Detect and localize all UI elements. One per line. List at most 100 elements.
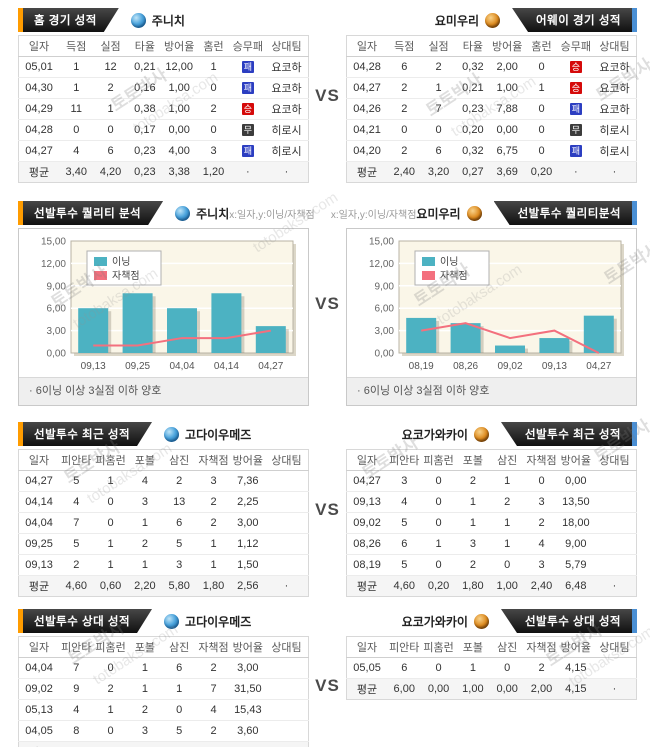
table-cell: 0,00 — [421, 678, 456, 700]
table-cell: 4 — [524, 533, 559, 555]
table-cell: 0,60 — [93, 575, 128, 597]
quality-tab-left: 선발투수 퀄리티 분석 — [23, 201, 163, 225]
table-cell — [593, 512, 637, 534]
table-row: 04,27 2 1 0,21 1,00 1 승 요코하 — [346, 77, 637, 99]
table-row: 05,01 1 12 0,21 12,00 1 패 요코하 — [18, 56, 309, 78]
table-cell: 04,28 — [18, 119, 60, 141]
column-header: 피안타 — [387, 636, 422, 658]
table-cell: 6 — [162, 512, 197, 534]
table-cell: 4 — [127, 470, 163, 492]
stats-table: 일자 피안타 피홈런 포볼 삼진 자책점 방어율 상대팀 04,04 7 0 1 6 2 3,00 09,02… — [18, 636, 309, 747]
table-cell: 4,00 — [162, 140, 197, 162]
table-cell: 1 — [524, 77, 559, 99]
table-cell: 패 — [230, 77, 265, 99]
table-cell: 2 — [196, 657, 231, 679]
table-cell: 2,20 — [127, 575, 163, 597]
column-header: 피홈런 — [93, 449, 128, 471]
table-cell: 히로시 — [265, 119, 309, 141]
table-row: 05,13 4 1 2 0 4 15,43 — [18, 699, 309, 721]
table-cell: 무 — [230, 119, 265, 141]
table-row: 04,30 1 2 0,16 1,00 0 패 요코하 — [18, 77, 309, 99]
table-cell: 04,30 — [18, 77, 60, 99]
svg-text:15,00: 15,00 — [368, 237, 393, 248]
table-cell: 09,13 — [346, 491, 388, 513]
table-row: 평균 4,60 0,60 2,20 5,80 1,80 2,56 · — [18, 575, 309, 597]
table-cell: 2,00 — [490, 56, 525, 78]
table-row: 05,05 6 0 1 0 2 4,15 — [346, 657, 637, 679]
result-badge-loss: 패 — [569, 144, 582, 157]
table-cell — [593, 533, 637, 555]
team-logo-chunichi-icon — [175, 205, 191, 221]
table-cell: · — [230, 161, 265, 183]
column-header: 피안타 — [59, 449, 94, 471]
svg-text:12,00: 12,00 — [40, 259, 65, 270]
table-cell: 4,20 — [93, 161, 128, 183]
team-logo-chunichi-icon — [164, 426, 180, 442]
table-cell: 요코하 — [265, 98, 309, 120]
table-cell: 평균 — [18, 161, 60, 183]
quality-footnote: · 6이닝 이상 3실점 이하 양호 — [19, 377, 308, 405]
table-row: 04,20 2 6 0,32 6,75 0 패 히로시 — [346, 140, 637, 162]
column-header: 피안타 — [59, 636, 94, 658]
column-header: 득점 — [387, 35, 422, 57]
table-cell: 7 — [196, 678, 231, 700]
column-header: 승무패 — [230, 35, 265, 57]
table-cell: 1 — [127, 512, 163, 534]
stats-table: 일자 득점 실점 타율 방어율 홈런 승무패 상대팀 05,01 1 12 0,21 12,00 1 패 요코… — [18, 35, 309, 183]
column-header: 포볼 — [127, 449, 163, 471]
table-cell: 0 — [93, 512, 128, 534]
table-cell — [593, 657, 637, 679]
svg-text:09,25: 09,25 — [125, 361, 150, 372]
stats-table: 일자 득점 실점 타율 방어율 홈런 승무패 상대팀 04,28 6 2 0,32 2,00 0 승 요코하 0… — [346, 35, 637, 183]
svg-text:자책점: 자책점 — [440, 270, 468, 282]
table-row: 04,28 0 0 0,17 0,00 0 무 히로시 — [18, 119, 309, 141]
table-header-row: 일자 피안타 피홈런 포볼 삼진 자책점 방어율 상대팀 — [346, 449, 637, 471]
column-header: 승무패 — [558, 35, 593, 57]
table-cell: 패 — [558, 98, 593, 120]
result-badge-loss: 패 — [241, 60, 254, 73]
team-name-chunichi: 주니치 — [196, 206, 230, 221]
table-cell: 히로시 — [593, 119, 637, 141]
recent-header-right: 요코가와카이 선발투수 최근 성적 — [346, 422, 637, 446]
table-cell: 1,80 — [455, 575, 491, 597]
table-cell: 11 — [59, 98, 94, 120]
table-cell: 1 — [455, 491, 491, 513]
team-logo-yomiuri-icon — [485, 12, 501, 28]
table-cell — [265, 491, 309, 513]
table-cell: 7 — [59, 657, 94, 679]
table-row: 평균 6,00 0,00 1,00 0,00 2,00 4,15 · — [346, 678, 637, 700]
table-cell: 0 — [387, 119, 422, 141]
table-cell: 0,21 — [455, 77, 491, 99]
table-cell — [265, 720, 309, 742]
svg-text:0,00: 0,00 — [374, 349, 394, 360]
svg-text:3,00: 3,00 — [46, 326, 66, 337]
versus-header-right: 요코가와카이 선발투수 상대 성적 — [346, 609, 637, 633]
table-cell: 1 — [455, 657, 491, 679]
svg-text:04,04: 04,04 — [169, 361, 194, 372]
column-header: 상대팀 — [593, 449, 637, 471]
table-cell — [593, 470, 637, 492]
column-header: 피홈런 — [421, 636, 456, 658]
table-cell: 05,05 — [346, 657, 388, 679]
table-cell: 요코하 — [265, 77, 309, 99]
table-cell: 6 — [387, 56, 422, 78]
pitcher-name-left: 고다이우메즈 — [185, 427, 252, 442]
table-cell: · — [265, 575, 309, 597]
versus-table-left: 일자 피안타 피홈런 포볼 삼진 자책점 방어율 상대팀 04,04 7 0 1 6 2 3,00 09,02… — [18, 636, 309, 747]
table-cell: 7,88 — [490, 98, 525, 120]
table-row: 08,26 6 1 3 1 4 9,00 — [346, 533, 637, 555]
table-cell: 1 — [421, 77, 456, 99]
table-cell: · — [558, 161, 593, 183]
svg-text:9,00: 9,00 — [46, 281, 66, 292]
table-cell: 0 — [490, 554, 525, 576]
table-cell: 0,20 — [421, 575, 456, 597]
table-cell: 0 — [524, 140, 559, 162]
table-cell: 0,16 — [127, 77, 163, 99]
table-cell: 08,26 — [346, 533, 388, 555]
table-cell: 0,00 — [490, 678, 525, 700]
table-cell: 1,50 — [230, 554, 265, 576]
result-badge-win: 승 — [569, 81, 582, 94]
result-badge-win: 승 — [569, 60, 582, 73]
table-cell: 2,00 — [524, 678, 559, 700]
result-badge-loss: 패 — [241, 144, 254, 157]
